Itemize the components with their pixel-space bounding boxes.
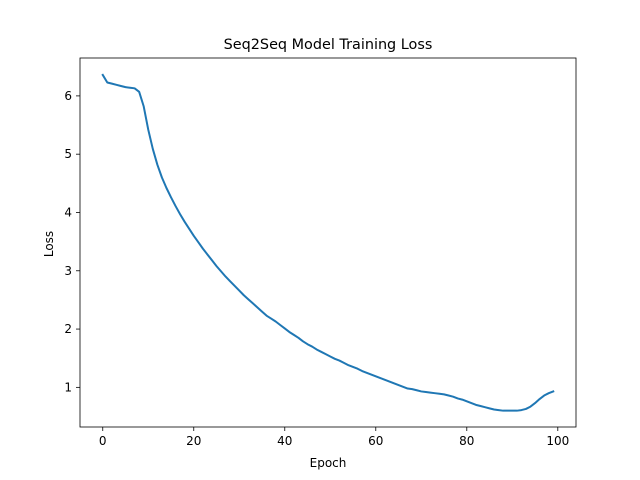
y-tick-label: 6 (64, 89, 72, 103)
series-line-0 (101, 73, 555, 412)
y-tick-label: 1 (64, 380, 72, 394)
x-tick-label: 0 (99, 434, 107, 448)
x-tick-label: 40 (277, 434, 292, 448)
y-tick-label: 5 (64, 147, 72, 161)
y-axis-title: Loss (42, 231, 56, 257)
y-tick-label: 2 (64, 322, 72, 336)
x-tick-label: 80 (459, 434, 474, 448)
y-tick-label: 4 (64, 205, 72, 219)
y-axis-ticks: 1 2 3 4 5 6 (64, 89, 80, 394)
x-axis-ticks: 0 20 40 60 80 100 (99, 427, 569, 448)
y-tick-label: 3 (64, 264, 72, 278)
x-tick-label: 60 (368, 434, 383, 448)
plot-area (101, 73, 555, 412)
plot-frame (79, 57, 577, 428)
chart-title: Seq2Seq Model Training Loss (224, 37, 433, 53)
x-axis-title: Epoch (310, 456, 347, 470)
x-tick-label: 20 (186, 434, 201, 448)
x-tick-label: 100 (546, 434, 569, 448)
